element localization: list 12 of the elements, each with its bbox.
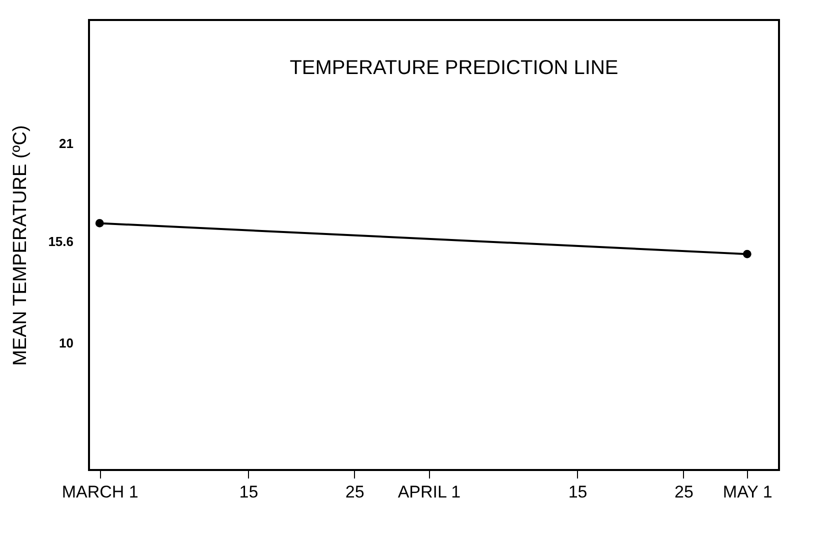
y-tick-label: 15.6 bbox=[48, 234, 74, 249]
y-tick-label: 10 bbox=[59, 335, 74, 350]
x-tick-label: MARCH 1 bbox=[62, 482, 138, 502]
x-tick-label: 15 bbox=[239, 482, 258, 502]
x-tick-label: APRIL 1 bbox=[398, 482, 461, 502]
x-tick-label: 25 bbox=[345, 482, 364, 502]
x-tick-label: MAY 1 bbox=[722, 482, 772, 502]
y-tick-label: 21 bbox=[59, 136, 74, 151]
x-tick-label: 15 bbox=[568, 482, 588, 502]
x-tick-label: 25 bbox=[674, 482, 694, 502]
y-axis-title: MEAN TEMPERATURE (ºC) bbox=[10, 125, 32, 366]
text: TEMPERATURE PREDICTION LINE bbox=[290, 57, 618, 79]
